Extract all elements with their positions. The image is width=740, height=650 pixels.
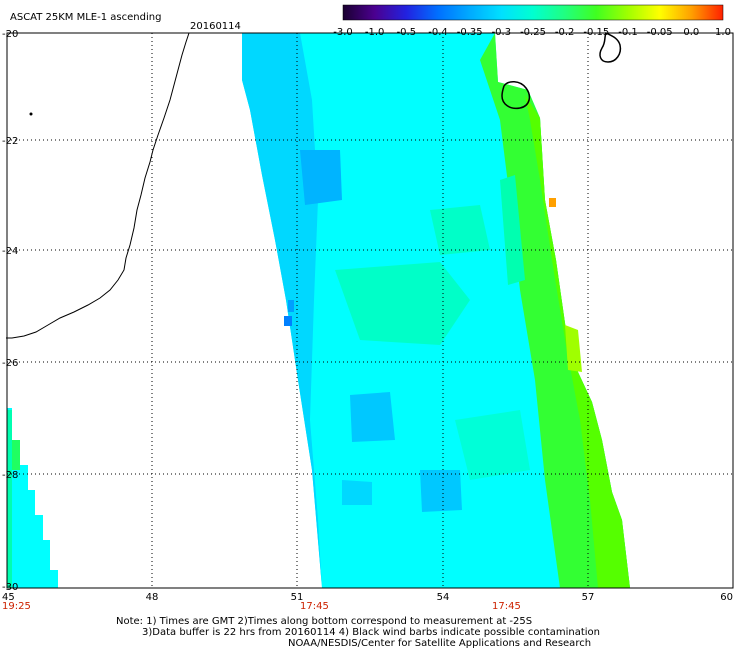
color-bar-tick-label: -0.4 [428, 27, 448, 38]
longitude-label: 48 [146, 592, 159, 603]
map-frame [6, 32, 734, 589]
latitude-label: -24 [2, 246, 18, 257]
longitude-label: 51 [291, 592, 304, 603]
longitude-labels: 45 48 51 54 57 60 [2, 592, 733, 603]
reunion-island [501, 81, 531, 110]
color-bar-tick-label: -0.15 [583, 27, 609, 38]
data-swath [7, 33, 630, 588]
longitude-label: 57 [582, 592, 595, 603]
color-bar-tick-label: -0.5 [397, 27, 417, 38]
swath-blue-band-left [242, 33, 322, 588]
color-bar-tick-label: 1.0 [715, 27, 731, 38]
swath-lime-patch [565, 325, 582, 372]
swath-blue-pixel-2 [288, 300, 294, 312]
madagascar-coastline [6, 32, 190, 339]
swath-corner-left [7, 408, 58, 588]
color-bar-gradient [342, 4, 724, 21]
note-line-3: NOAA/NESDIS/Center for Satellite Applica… [288, 638, 592, 649]
color-bar-tick-label: -0.35 [457, 27, 483, 38]
color-bar-tick-label: -0.3 [492, 27, 512, 38]
swath-corner-left-green-2 [12, 440, 20, 470]
color-bar-tick-label: -1.0 [365, 27, 385, 38]
color-bar-tick-label: -0.25 [520, 27, 546, 38]
time-label-1: 19:25 [2, 601, 31, 612]
swath-blue-patch-1 [300, 150, 342, 205]
time-label-2: 17:45 [300, 601, 329, 612]
swath-aqua-patch-1 [335, 262, 470, 345]
longitude-label: 54 [437, 592, 450, 603]
time-label-3: 17:45 [492, 601, 521, 612]
swath-blue-patch-4 [342, 480, 372, 505]
latitude-label: -22 [2, 136, 18, 147]
swath-corner-left-green [7, 410, 12, 588]
swath-blue-patch-2 [350, 392, 395, 442]
note-line-1: Note: 1) Times are GMT 2)Times along bot… [116, 616, 533, 627]
longitude-label: 60 [720, 592, 733, 603]
latitude-label: -28 [2, 470, 18, 481]
swath-aqua-patch-3 [455, 410, 530, 480]
swath-orange-pixel [549, 198, 556, 207]
color-bar-tick-label: -3.0 [333, 27, 353, 38]
longitude-label: 45 [2, 592, 15, 603]
graticule [7, 33, 733, 588]
map-date: 20160114 [190, 21, 241, 32]
mauritius-island [599, 31, 622, 63]
note-line-2: 3)Data buffer is 22 hrs from 20160114 4)… [142, 627, 600, 638]
swath-blue-pixel [284, 316, 292, 326]
color-bar-tick-label: -0.2 [555, 27, 575, 38]
color-bar: -3.0 -1.0 -0.5 -0.4 -0.35 -0.3 -0.25 -0.2 -0.15-… [333, 4, 731, 38]
latitude-label: -26 [2, 358, 18, 369]
swath-aqua-edge [500, 175, 525, 285]
swath-blue-patch-3 [420, 470, 462, 512]
color-bar-tick-label: -0.05 [647, 27, 673, 38]
latitude-label: -30 [2, 582, 18, 593]
latitude-labels: -20 -22 -24 -26 -28 -30 [2, 29, 18, 593]
swath-lime-band [525, 95, 630, 588]
latitude-label: -20 [2, 29, 18, 40]
swath-aqua-patch-2 [430, 205, 490, 255]
color-bar-tick-label: 0.0 [683, 27, 699, 38]
color-bar-tick-label: -0.1 [618, 27, 638, 38]
map-title: ASCAT 25KM MLE-1 ascending [10, 12, 161, 23]
islet [29, 112, 33, 116]
